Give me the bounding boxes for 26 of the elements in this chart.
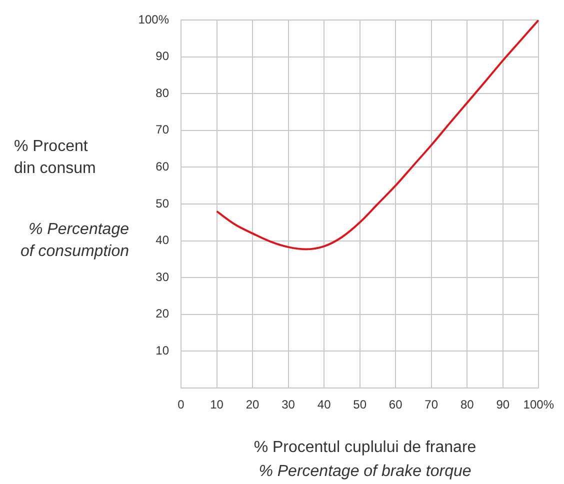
y-tick-label: 80: [156, 86, 170, 100]
x-tick-label: 100%: [523, 398, 554, 412]
y-tick-label: 10: [156, 344, 170, 358]
x-tick-label: 0: [178, 398, 185, 412]
x-tick-label: 40: [317, 398, 332, 412]
y-tick-label: 60: [156, 160, 170, 174]
x-tick-label: 70: [424, 398, 438, 412]
x-tick-label: 80: [460, 398, 474, 412]
x-tick-label: 90: [496, 398, 510, 412]
x-tick-label: 50: [353, 398, 367, 412]
text: % Percentage of consumption: [19, 220, 129, 262]
y-tick-label: 40: [156, 233, 170, 248]
x-tick-label: 30: [282, 398, 296, 412]
y-tick-label: 100%: [138, 12, 170, 26]
y-tick-label: 70: [156, 122, 170, 137]
x-axis-title: % Procentul cuplului de franare: [252, 438, 478, 458]
text: % Percentage of brake torque: [258, 462, 472, 482]
y-tick-label: 20: [156, 306, 170, 321]
y-tick-label: 30: [156, 270, 170, 284]
line-series: [216, 20, 539, 250]
x-tick-label: 60: [388, 398, 403, 412]
y-axis-title: % Procent din consum: [14, 137, 97, 179]
x-tick-label: 20: [246, 398, 260, 412]
x-tick-label: 10: [210, 398, 224, 412]
y-tick-label: 50: [156, 196, 170, 210]
y-tick-label: 90: [156, 49, 170, 64]
